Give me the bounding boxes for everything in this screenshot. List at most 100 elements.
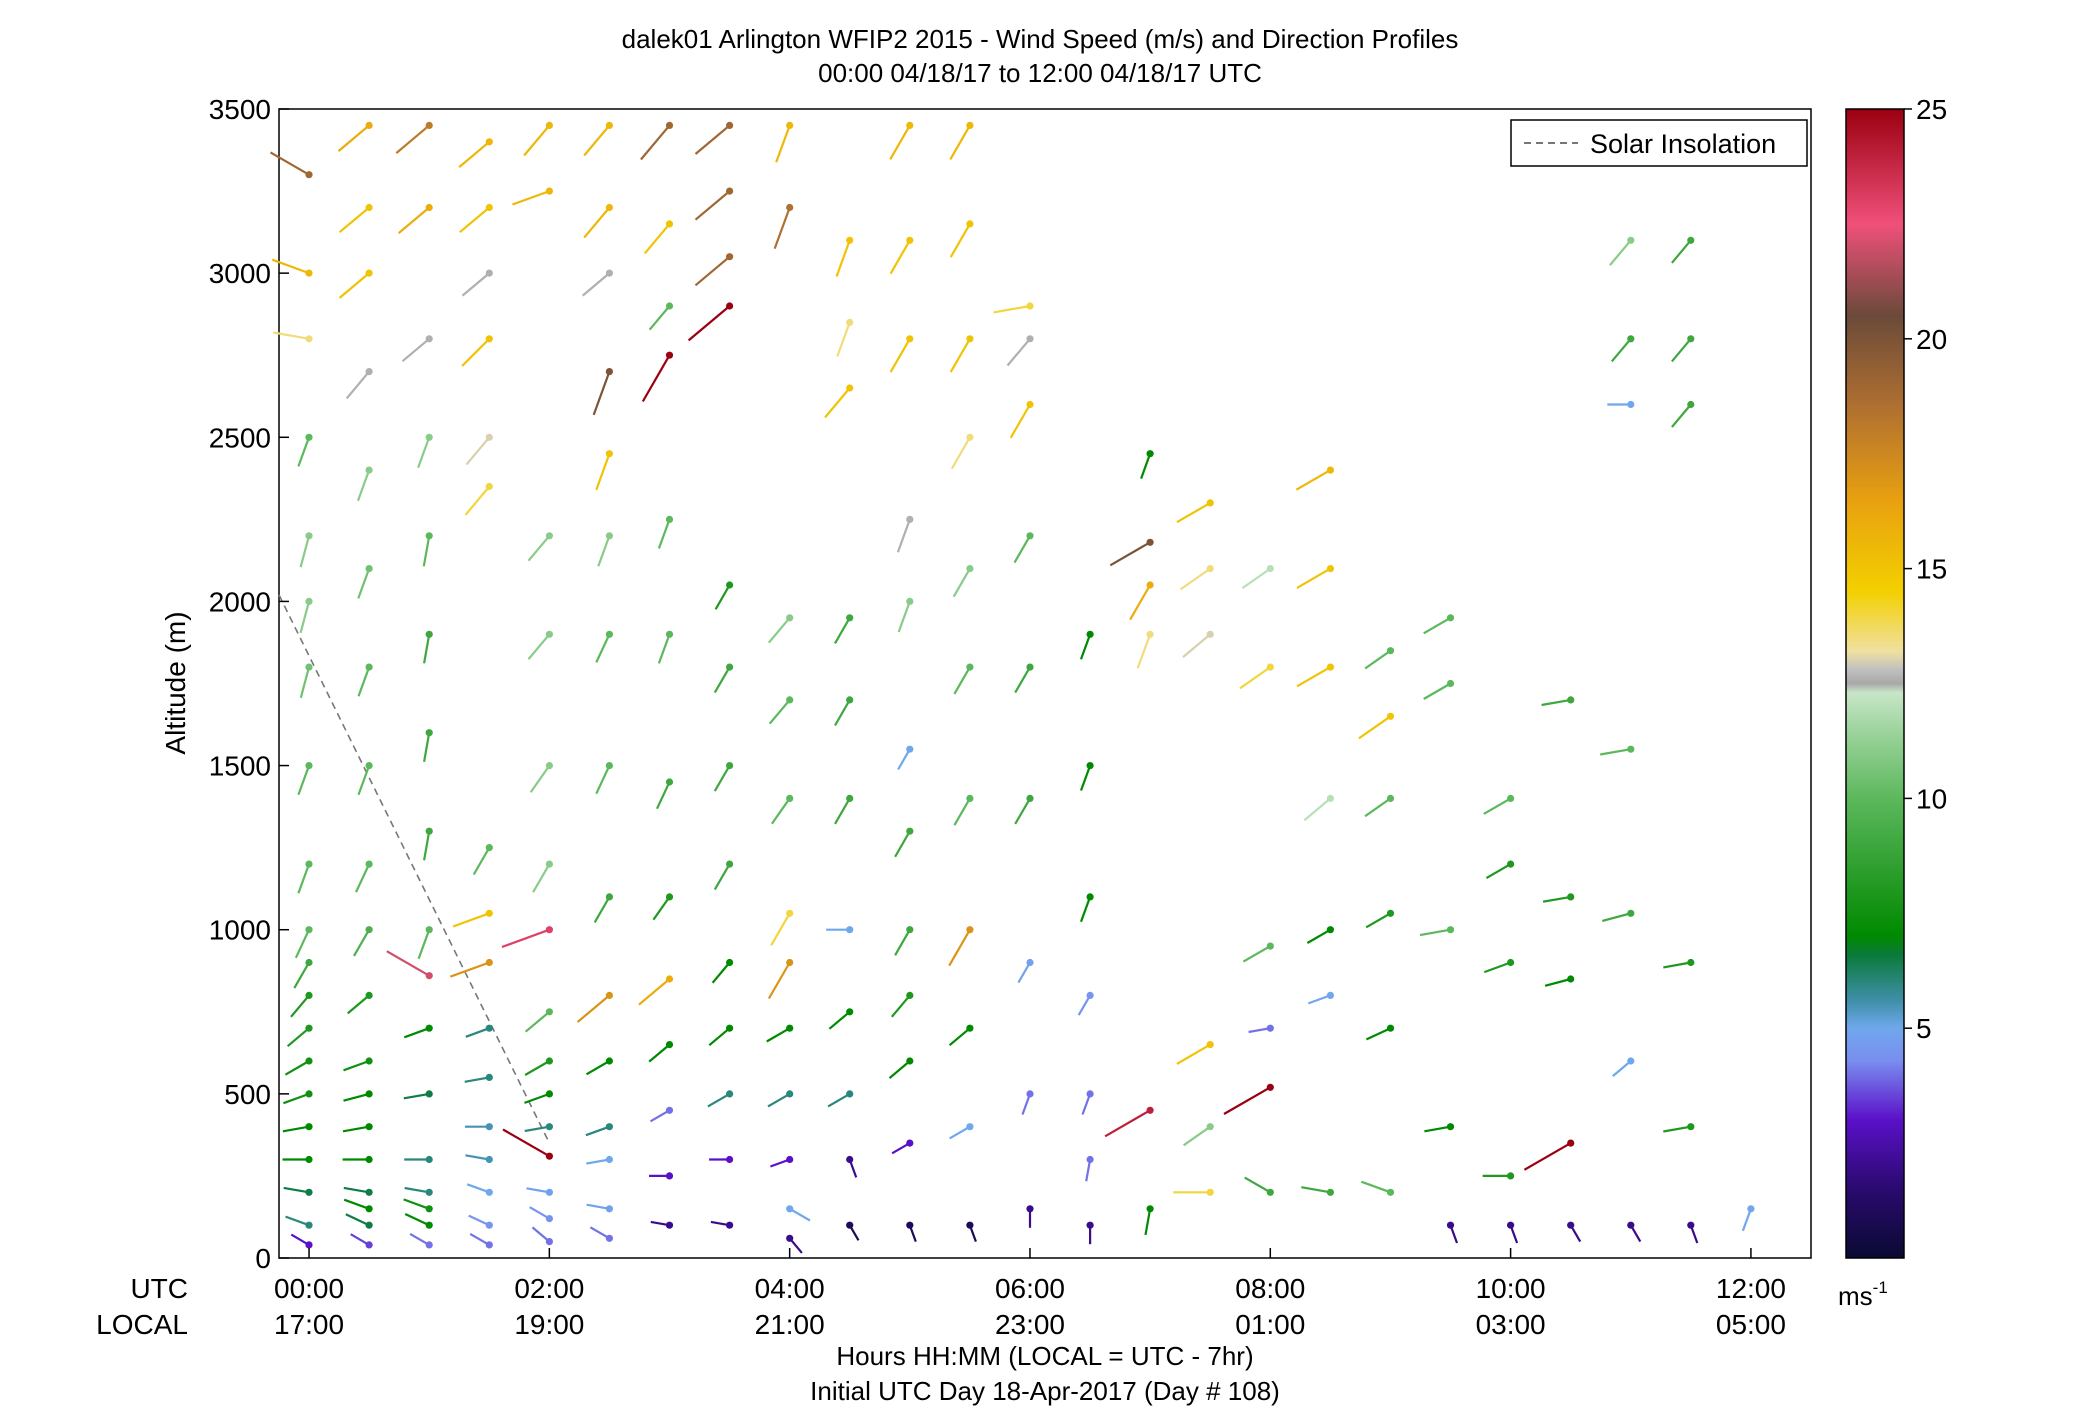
wind-stick: [586, 1203, 610, 1210]
wind-point: [1507, 1172, 1515, 1180]
wind-point: [485, 269, 493, 277]
wind-stick: [464, 485, 491, 516]
wind-stick: [452, 912, 490, 928]
wind-stick: [1303, 797, 1332, 822]
wind-point: [1146, 1205, 1154, 1213]
wind-stick: [502, 1128, 550, 1158]
wind-point: [906, 236, 914, 244]
wind-stick: [648, 1043, 671, 1063]
wind-stick: [713, 863, 731, 891]
wind-point: [365, 1057, 373, 1065]
wind-stick: [1358, 715, 1392, 740]
wind-point: [425, 1241, 433, 1249]
wind-point: [1206, 1041, 1214, 1049]
wind-stick: [355, 863, 371, 893]
wind-point: [305, 1123, 313, 1131]
wind-point: [665, 351, 674, 359]
wind-stick: [465, 1154, 490, 1161]
wind-point: [605, 450, 614, 458]
wind-stick: [1248, 1027, 1271, 1034]
wind-point: [1687, 236, 1695, 244]
x-tick-label-utc-0: 00:00: [274, 1273, 344, 1304]
wind-stick: [834, 617, 851, 644]
wind-point: [1026, 400, 1034, 409]
wind-point: [605, 203, 614, 212]
x-tick-label-utc-1: 02:00: [514, 1273, 584, 1304]
wind-point: [305, 1155, 313, 1164]
wind-stick: [585, 1125, 610, 1137]
wind-point: [726, 663, 734, 671]
wind-point: [1266, 663, 1274, 671]
wind-point: [1567, 696, 1575, 704]
wind-point: [665, 1106, 674, 1114]
wind-point: [966, 335, 974, 343]
wind-stick: [532, 863, 551, 893]
wind-stick: [828, 1010, 851, 1030]
wind-stick: [299, 535, 311, 568]
colorbar-tick-label-10: 10: [1916, 783, 1947, 814]
wind-point: [1687, 400, 1695, 409]
wind-stick: [283, 1092, 310, 1105]
wind-point: [786, 958, 794, 967]
wind-stick: [711, 961, 731, 984]
wind-stick: [648, 305, 671, 331]
wind-stick: [1104, 1109, 1151, 1138]
wind-stick: [1176, 501, 1211, 524]
wind-point: [1446, 679, 1455, 688]
wind-point: [485, 138, 493, 146]
wind-point: [605, 269, 614, 277]
wind-point: [545, 1188, 554, 1196]
wind-point: [1086, 1090, 1094, 1098]
wind-stick: [834, 699, 851, 727]
wind-point: [1326, 663, 1334, 671]
wind-stick: [1009, 403, 1031, 439]
wind-stick: [524, 1010, 551, 1033]
wind-point: [1446, 614, 1455, 622]
wind-point: [545, 1152, 554, 1160]
wind-stick: [523, 124, 551, 157]
wind-point: [485, 1188, 493, 1196]
wind-stick: [949, 338, 971, 373]
wind-point: [726, 1155, 734, 1164]
wind-stick: [1006, 338, 1031, 367]
colorbar-unit-label: ms-1: [1838, 1278, 1888, 1311]
wind-stick: [1014, 797, 1031, 825]
wind-stick: [1419, 928, 1451, 937]
wind-point: [726, 958, 734, 967]
wind-point: [906, 1221, 914, 1229]
wind-stick: [657, 519, 671, 549]
wind-stick: [595, 453, 611, 491]
wind-stick: [589, 1226, 610, 1240]
wind-point: [365, 466, 373, 474]
wind-stick: [501, 928, 550, 949]
wind-point: [786, 203, 794, 212]
colorbar: 5 10 15 20 25 ms-1: [1838, 94, 1947, 1311]
wind-stick: [656, 781, 671, 810]
wind-stick: [1144, 1208, 1152, 1236]
wind-point: [846, 318, 854, 326]
wind-stick: [1017, 961, 1031, 984]
wind-point: [1507, 860, 1515, 868]
wind-stick: [1179, 567, 1211, 591]
colorbar-unit-base: ms: [1838, 1281, 1873, 1311]
wind-point: [425, 121, 433, 129]
wind-stick: [404, 1213, 430, 1227]
wind-point: [485, 844, 493, 852]
wind-point: [605, 368, 614, 376]
wind-stick: [282, 1125, 310, 1133]
wind-stick: [299, 666, 311, 699]
wind-stick: [1079, 896, 1092, 923]
wind-point: [365, 203, 373, 212]
wind-point: [726, 1024, 734, 1032]
wind-point: [305, 433, 313, 441]
wind-point: [1026, 663, 1034, 671]
wind-stick: [1663, 1125, 1691, 1133]
wind-stick: [343, 1092, 370, 1102]
wind-stick: [357, 568, 371, 599]
wind-point: [1386, 712, 1395, 720]
wind-stick: [713, 666, 731, 694]
wind-stick: [290, 994, 310, 1018]
wind-stick: [897, 601, 911, 633]
wind-point: [846, 696, 854, 704]
wind-stick: [338, 272, 370, 299]
